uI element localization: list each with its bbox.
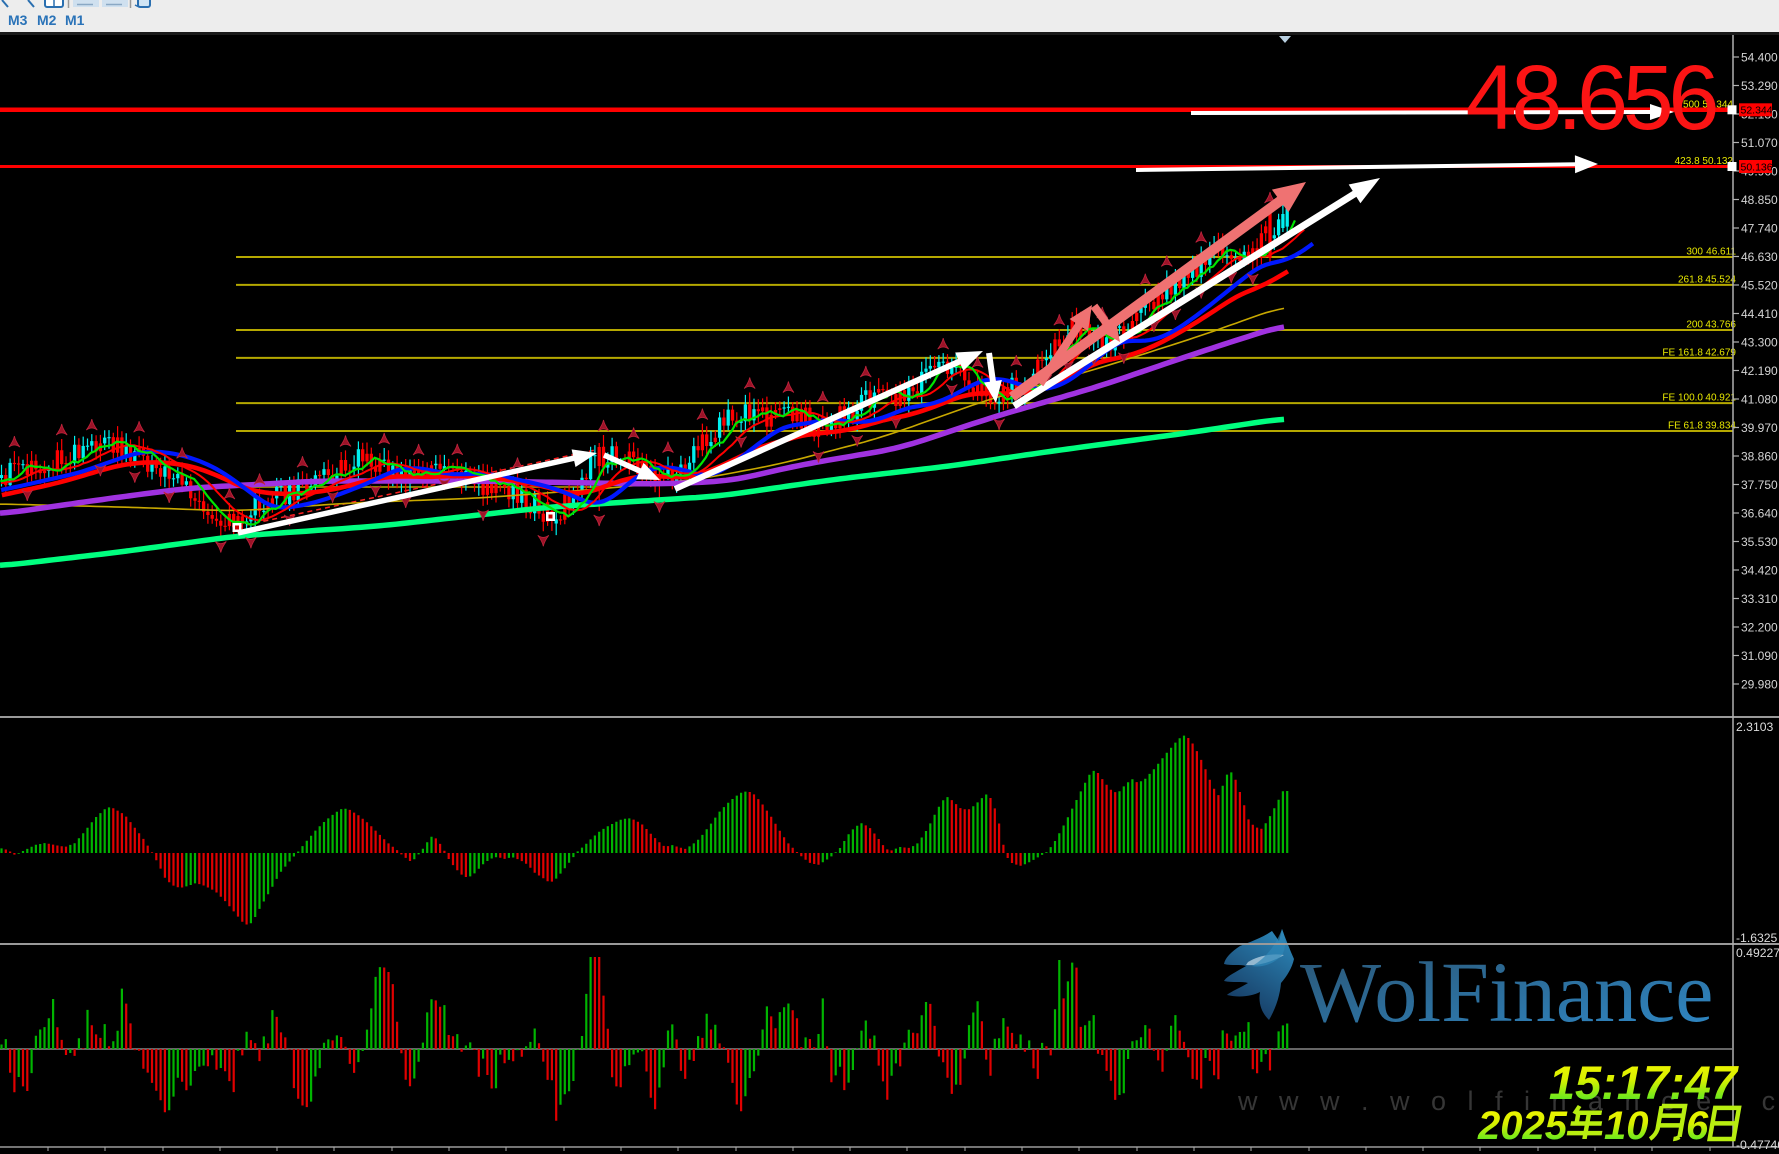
svg-text:FE 161.8: FE 161.8 (1662, 347, 1703, 358)
svg-text:53.290: 53.290 (1741, 79, 1778, 93)
svg-text:48.656: 48.656 (1466, 47, 1717, 149)
svg-text:261.8: 261.8 (1678, 274, 1703, 285)
svg-text:2.3103: 2.3103 (1736, 720, 1773, 734)
svg-text:0.49227: 0.49227 (1736, 946, 1779, 960)
svg-text:50.136: 50.136 (1741, 161, 1773, 173)
svg-text:FE 61.8: FE 61.8 (1668, 421, 1703, 432)
svg-text:39.834: 39.834 (1705, 421, 1736, 432)
svg-text:40.921: 40.921 (1705, 393, 1736, 404)
svg-text:46.630: 46.630 (1741, 250, 1778, 264)
svg-text:300: 300 (1686, 247, 1703, 258)
svg-text:M1: M1 (65, 12, 85, 28)
svg-text:M3: M3 (8, 12, 28, 28)
svg-text:51.070: 51.070 (1741, 136, 1778, 150)
svg-text:200: 200 (1686, 320, 1703, 331)
svg-text:FE 100.0: FE 100.0 (1662, 393, 1703, 404)
svg-text:45.524: 45.524 (1705, 274, 1736, 285)
svg-text:43.300: 43.300 (1741, 336, 1778, 350)
svg-text:WolFinance: WolFinance (1300, 944, 1713, 1040)
svg-text:10: 10 (1604, 1104, 1649, 1148)
svg-text:29.980: 29.980 (1741, 678, 1778, 692)
svg-text:6: 6 (1686, 1104, 1709, 1148)
svg-text:54.400: 54.400 (1741, 51, 1778, 65)
svg-text:47.740: 47.740 (1741, 222, 1778, 236)
svg-text:35.530: 35.530 (1741, 535, 1778, 549)
svg-text:33.310: 33.310 (1741, 592, 1778, 606)
svg-text:38.860: 38.860 (1741, 450, 1778, 464)
svg-text:31.090: 31.090 (1741, 649, 1778, 663)
svg-text:39.970: 39.970 (1741, 421, 1778, 435)
svg-text:34.420: 34.420 (1741, 564, 1778, 578)
svg-text:32.200: 32.200 (1741, 621, 1778, 635)
svg-text:M2: M2 (37, 12, 57, 28)
svg-text:48.850: 48.850 (1741, 193, 1778, 207)
svg-text:37.750: 37.750 (1741, 478, 1778, 492)
svg-text:-0.47740: -0.47740 (1736, 1138, 1779, 1152)
svg-text:44.410: 44.410 (1741, 307, 1778, 321)
svg-text:43.766: 43.766 (1705, 320, 1736, 331)
svg-text:41.080: 41.080 (1741, 393, 1778, 407)
svg-text:42.190: 42.190 (1741, 364, 1778, 378)
svg-text:w w w . w o l f i n a n c e .: w w w . w o l f i n a n c e . c o m (1237, 1086, 1779, 1116)
svg-text:52.344: 52.344 (1741, 105, 1773, 117)
svg-text:42.679: 42.679 (1705, 347, 1736, 358)
svg-text:-1.6325: -1.6325 (1736, 931, 1778, 945)
svg-text:15:17:47: 15:17:47 (1549, 1056, 1739, 1109)
svg-text:2025: 2025 (1477, 1104, 1568, 1148)
svg-text:36.640: 36.640 (1741, 507, 1778, 521)
svg-text:46.611: 46.611 (1706, 247, 1736, 258)
svg-text:500 52.344: 500 52.344 (1683, 99, 1733, 110)
svg-text:423.8 50.132: 423.8 50.132 (1675, 156, 1734, 167)
svg-text:45.520: 45.520 (1741, 279, 1778, 293)
